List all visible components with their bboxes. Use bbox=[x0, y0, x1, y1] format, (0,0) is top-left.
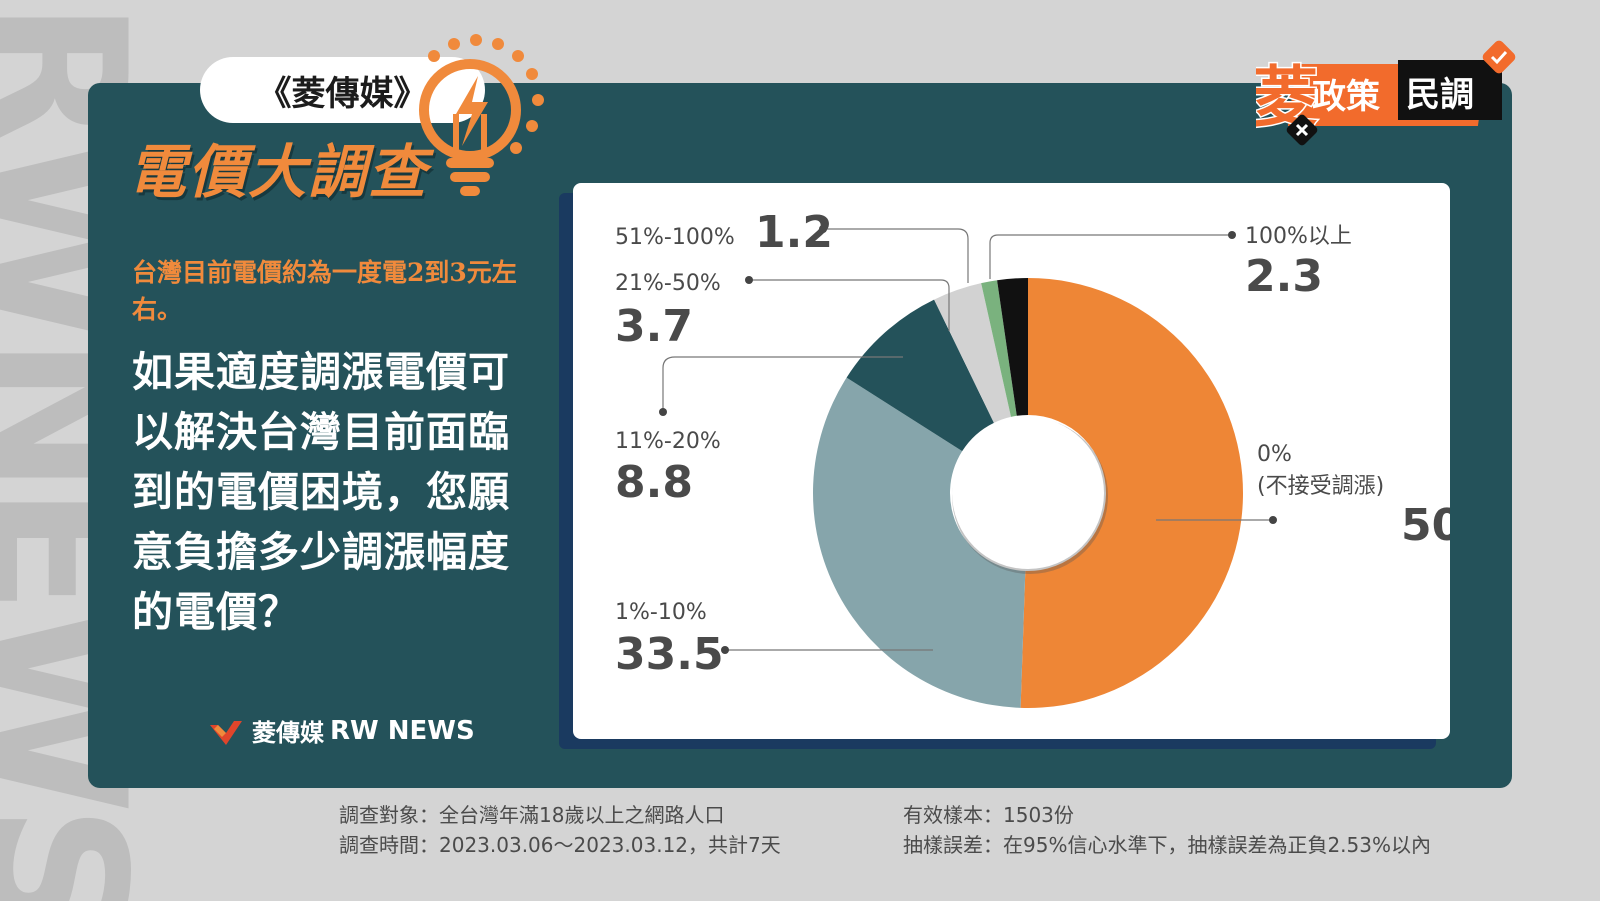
leader-dot-4 bbox=[819, 225, 827, 233]
pie-slice-3 bbox=[934, 283, 1012, 423]
category-label-2: 11%-20% bbox=[615, 429, 721, 454]
leader-dot-1 bbox=[721, 646, 729, 654]
policy-poll-logo: 菱 政策 民調 bbox=[1256, 40, 1516, 146]
page-title: 電價大調查 bbox=[128, 138, 429, 206]
pie-slice-5 bbox=[997, 278, 1028, 416]
value-label-3: 3.7 bbox=[615, 301, 693, 352]
category-label-3: 21%-50% bbox=[615, 271, 721, 296]
svg-text:民調: 民調 bbox=[1406, 75, 1474, 115]
value-label-4: 1.2 bbox=[755, 207, 833, 258]
leader-dot-2 bbox=[659, 408, 667, 416]
value-label-0: 50.6 bbox=[1401, 500, 1450, 551]
brand-name-en: RW NEWS bbox=[330, 715, 475, 746]
pie-slice-1 bbox=[813, 377, 1026, 708]
pie-slice-0 bbox=[1020, 278, 1243, 708]
brand-footer: 菱傳媒 RW NEWS bbox=[206, 713, 475, 748]
leader-dot-3 bbox=[745, 276, 753, 284]
brand-name-zh: 菱傳媒 bbox=[252, 719, 324, 747]
svg-text:政策: 政策 bbox=[1312, 77, 1380, 117]
leader-line-2 bbox=[662, 356, 903, 412]
footer-left: 調查對象：全台灣年滿18歲以上之網路人口 調查時間：2023.03.06～202… bbox=[339, 800, 781, 860]
survey-period: 調查時間：2023.03.06～2023.03.12，共計7天 bbox=[339, 833, 781, 857]
leader-dot-5 bbox=[1228, 231, 1236, 239]
leader-line-4 bbox=[823, 228, 969, 283]
leader-line-3 bbox=[749, 279, 950, 331]
price-context-text: 台灣目前電價約為一度電2到3元左右。 bbox=[132, 258, 517, 324]
sampling-error: 抽樣誤差：在95%信心水準下，抽樣誤差為正負2.53%以內 bbox=[903, 833, 1431, 857]
publisher-pill: 《菱傳媒》 bbox=[200, 57, 485, 123]
svg-text:菱: 菱 bbox=[1256, 58, 1318, 136]
pie-slice-4 bbox=[981, 280, 1017, 417]
survey-question: 如果適度調漲電價可以解決台灣目前面臨到的電價困境，您願意負擔多少調漲幅度的電價？ bbox=[132, 348, 510, 636]
value-label-5: 2.3 bbox=[1245, 251, 1323, 302]
sample-size: 有效樣本：1503份 bbox=[903, 803, 1074, 827]
category-label-1: 1%-10% bbox=[615, 600, 707, 625]
donut-hole bbox=[952, 417, 1104, 569]
pie-slice-2 bbox=[846, 299, 994, 452]
category-label-0: 0% bbox=[1257, 442, 1292, 467]
footer-right: 有效樣本：1503份 抽樣誤差：在95%信心水準下，抽樣誤差為正負2.53%以內 bbox=[903, 800, 1431, 860]
survey-target: 調查對象：全台灣年滿18歲以上之網路人口 bbox=[339, 803, 725, 827]
chart-card: 0% (不接受調漲) 50.6 1%-10% 33.5 11%-20% 8.8 21%-50%… bbox=[573, 183, 1450, 739]
lightbulb-icon bbox=[419, 34, 544, 196]
rwnews-logo-icon bbox=[210, 720, 242, 745]
category-label-5: 100%以上 bbox=[1245, 224, 1352, 249]
category-label-4: 51%-100% bbox=[615, 225, 735, 250]
leader-dot-0 bbox=[1269, 516, 1277, 524]
leader-line-5 bbox=[989, 234, 1232, 279]
category-sublabel-0: (不接受調漲) bbox=[1257, 474, 1384, 499]
donut-chart: 0% (不接受調漲) 50.6 1%-10% 33.5 11%-20% 8.8 21%-50%… bbox=[615, 207, 1450, 708]
value-label-2: 8.8 bbox=[615, 457, 693, 508]
value-label-1: 33.5 bbox=[615, 629, 724, 680]
